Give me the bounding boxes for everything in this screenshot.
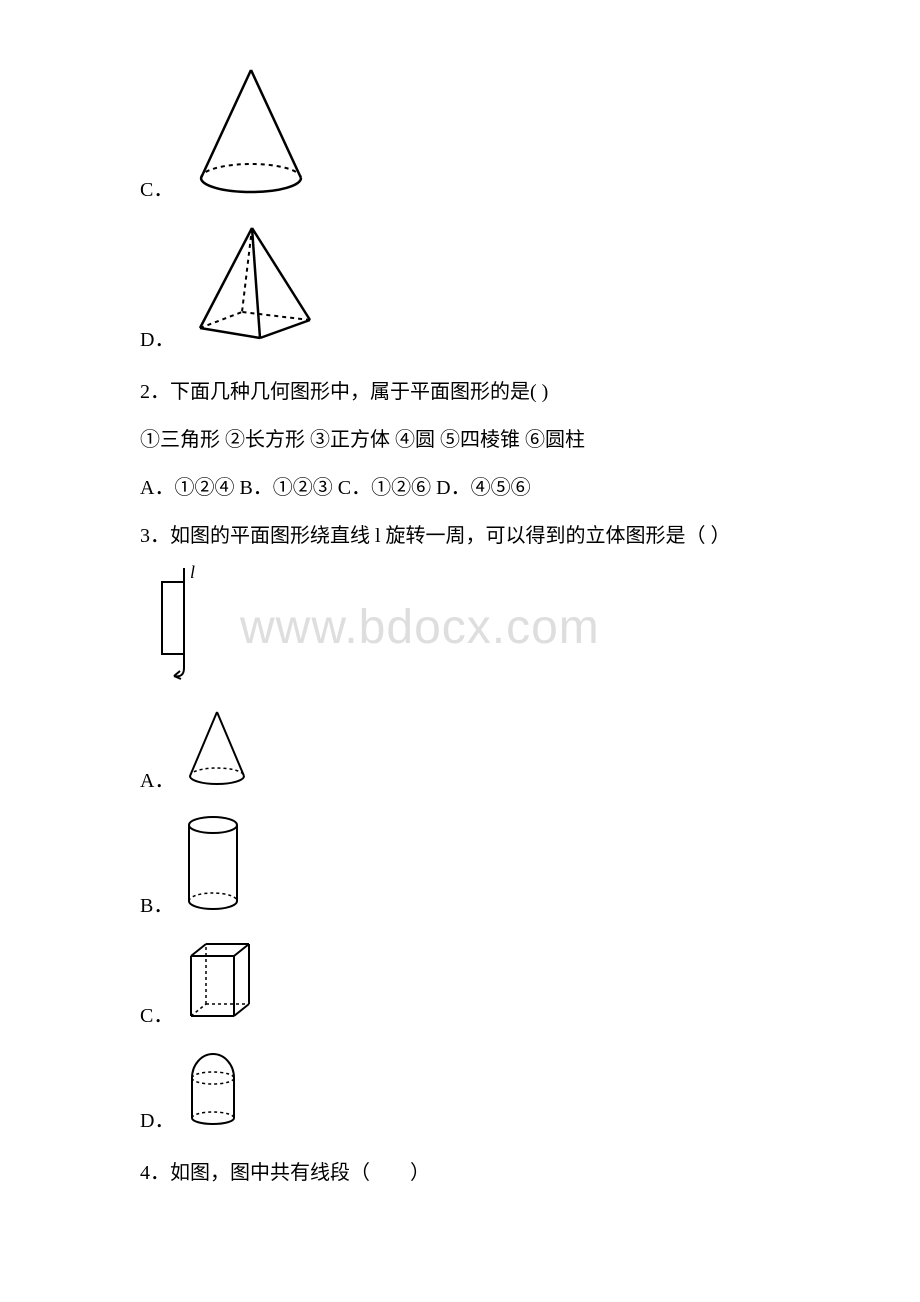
q4-text: 4．如图，图中共有线段（ ） [140,1155,780,1191]
cone-small-icon [182,706,252,803]
q3-option-a-row: A． [140,706,780,803]
rotation-axis-icon: l [152,564,780,696]
q3-option-c-row: C． [140,936,780,1038]
q2-text: 2．下面几种几何图形中，属于平面图形的是( ) [140,374,780,410]
q3-option-c-label: C． [140,998,173,1038]
q3-text: 3．如图的平面图形绕直线 l 旋转一周，可以得到的立体图形是（ ） [140,518,780,554]
q3-option-b-label: B． [140,888,173,928]
q1-option-c-row: C． [140,60,780,212]
capsule-icon [182,1046,244,1143]
q3-option-d-row: D． [140,1046,780,1143]
cone-large-icon [181,60,321,212]
q3-option-a-label: A． [140,763,174,803]
pyramid-icon [182,220,322,362]
q1-option-d-label: D． [140,322,174,362]
cylinder-icon [181,811,246,928]
cuboid-icon [181,936,256,1038]
q2-options: A．①②④ B．①②③ C．①②⑥ D．④⑤⑥ [140,470,780,506]
q1-option-d-row: D． [140,220,780,362]
q3-option-b-row: B． [140,811,780,928]
q2-items: ①三角形 ②长方形 ③正方体 ④圆 ⑤四棱锥 ⑥圆柱 [140,422,780,458]
q3-option-d-label: D． [140,1103,174,1143]
document-content: C． D． 2．下面几种几何图形中，属于平 [140,60,780,1191]
svg-text:l: l [190,564,195,582]
q1-option-c-label: C． [140,172,173,212]
